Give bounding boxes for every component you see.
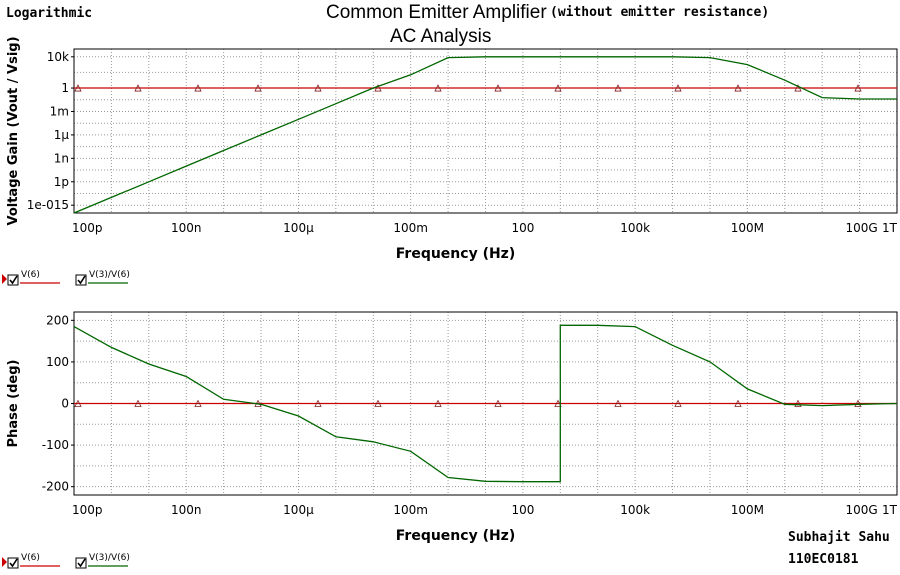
data-marker — [374, 84, 382, 92]
legend-checkbox-icon — [7, 557, 19, 569]
data-marker — [554, 84, 562, 92]
x-tick-label: 100m — [393, 503, 428, 517]
y-axis-label: Voltage Gain (Vout / Vsig) — [6, 36, 21, 225]
x-tick-label: 100p — [72, 503, 103, 517]
data-marker — [494, 399, 502, 407]
y-tick-label: 1m — [50, 104, 69, 118]
data-marker — [554, 399, 562, 407]
data-marker — [794, 84, 802, 92]
check-icon — [77, 275, 86, 285]
y-tick-label: 200 — [46, 313, 69, 327]
legend-label: V(3)/V(6) — [89, 270, 130, 280]
y-tick-label: 0 — [61, 397, 69, 411]
x-tick-label: 100G — [845, 503, 877, 517]
x-tick-label: 100k — [620, 503, 650, 517]
legend-checkbox-icon — [7, 274, 19, 286]
x-tick-label: 100n — [171, 221, 202, 235]
data-marker — [374, 399, 382, 407]
legend-selector-icon — [2, 557, 7, 567]
data-marker — [254, 84, 262, 92]
legend-checkbox-icon — [75, 274, 87, 286]
legend-label: V(6) — [21, 270, 40, 280]
chart-subtitle: (without emitter resistance) — [550, 5, 770, 20]
y-tick-label: -200 — [42, 480, 69, 494]
author-name: Subhajit Sahu — [788, 530, 890, 545]
legend-selector-icon — [2, 274, 7, 284]
data-marker — [494, 84, 502, 92]
y-tick-label: 1 — [61, 81, 69, 95]
x-tick-label: 100 — [511, 221, 534, 235]
y-tick-label: -100 — [42, 438, 69, 452]
check-icon — [77, 558, 86, 568]
check-icon — [9, 558, 18, 568]
y-tick-label: 1e-015 — [27, 198, 69, 212]
chart-title: Common Emitter Amplifier — [326, 2, 547, 23]
legend: V(6) V(3)/V(6) — [2, 270, 130, 286]
legend-label: V(3)/V(6) — [89, 553, 130, 563]
data-marker — [314, 84, 322, 92]
legend: V(6) V(3)/V(6) — [2, 553, 130, 569]
series-line-2 — [73, 56, 897, 214]
roll-number: 110EC0181 — [788, 552, 859, 567]
data-marker — [854, 84, 862, 92]
plot-frame — [73, 48, 898, 214]
check-icon — [9, 275, 18, 285]
data-marker — [674, 84, 682, 92]
data-marker — [194, 399, 202, 407]
legend-checkbox-icon — [75, 557, 87, 569]
data-marker — [674, 399, 682, 407]
x-tick-label: 100 — [511, 503, 534, 517]
y-tick-label: 1µ — [54, 128, 70, 142]
grid — [73, 49, 898, 213]
x-tick-label: 100G — [845, 221, 877, 235]
data-marker — [434, 399, 442, 407]
x-axis-label: Frequency (Hz) — [396, 246, 515, 262]
x-tick-label: 1T — [882, 503, 898, 517]
y-tick-label: 1p — [54, 175, 69, 189]
data-marker — [734, 84, 742, 92]
data-marker — [74, 84, 82, 92]
data-marker — [314, 399, 322, 407]
x-tick-label: 100M — [731, 221, 764, 235]
y-axis-label: Phase (deg) — [6, 360, 21, 448]
x-tick-label: 100p — [72, 221, 103, 235]
y-tick-label: 10k — [47, 50, 69, 64]
data-marker — [734, 399, 742, 407]
x-tick-label: 100k — [620, 221, 650, 235]
scale-label: Logarithmic — [6, 6, 93, 21]
data-marker — [614, 399, 622, 407]
data-marker — [74, 399, 82, 407]
analysis-title: AC Analysis — [390, 26, 492, 47]
data-marker — [134, 84, 142, 92]
data-marker — [134, 399, 142, 407]
series-line-2 — [73, 324, 898, 483]
x-tick-label: 100M — [731, 503, 764, 517]
y-tick-label: 1n — [54, 151, 69, 165]
data-marker — [194, 84, 202, 92]
legend-label: V(6) — [21, 553, 40, 563]
x-tick-label: 100µ — [283, 221, 314, 235]
data-marker — [434, 84, 442, 92]
grid — [73, 312, 898, 495]
x-tick-label: 100m — [393, 221, 428, 235]
x-tick-label: 1T — [882, 221, 898, 235]
data-marker — [614, 84, 622, 92]
y-tick-label: 100 — [46, 355, 69, 369]
x-tick-label: 100µ — [283, 503, 314, 517]
data-marker — [854, 399, 862, 407]
x-axis-label: Frequency (Hz) — [396, 528, 515, 544]
data-marker — [794, 399, 802, 407]
x-tick-label: 100n — [171, 503, 202, 517]
